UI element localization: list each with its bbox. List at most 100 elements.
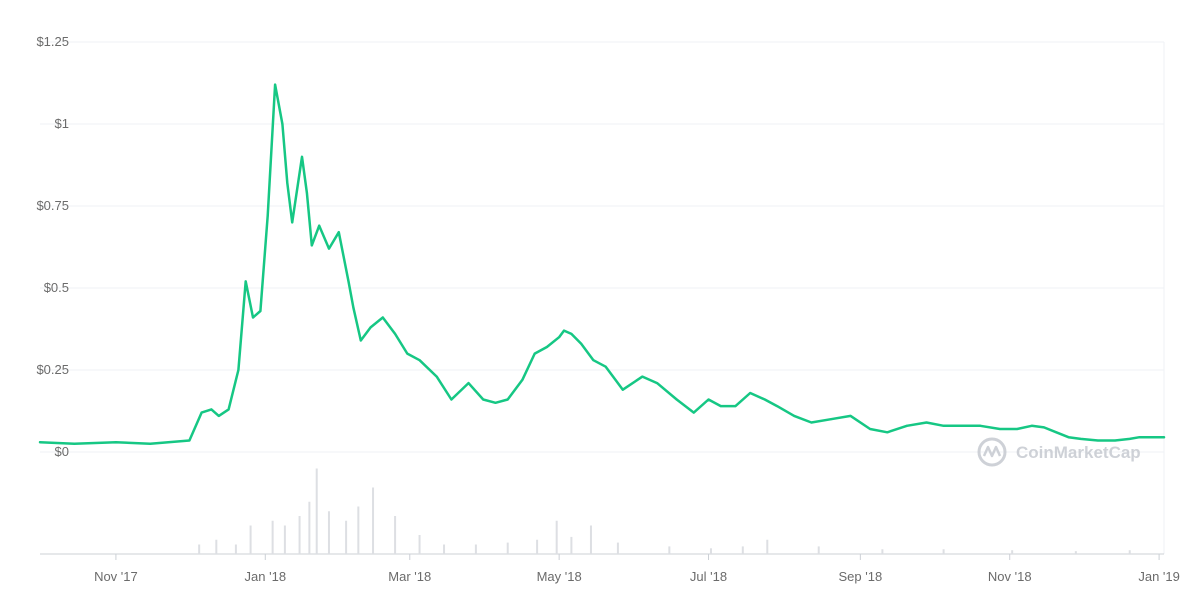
price-point [482, 398, 485, 401]
price-point [793, 414, 796, 417]
price-point [1055, 431, 1058, 434]
volume-bar [1074, 551, 1077, 554]
volume-bar [570, 536, 573, 554]
x-tick-label: Sep '18 [839, 569, 883, 584]
volume-bar [418, 535, 421, 554]
price-point [259, 309, 262, 312]
volume-bar [741, 546, 744, 554]
y-tick-label: $0.75 [36, 198, 69, 213]
volume-bar [881, 549, 884, 554]
price-point [604, 365, 607, 368]
price-point [237, 369, 240, 371]
price-point [337, 231, 340, 234]
price-point [114, 441, 117, 444]
volume-bar [766, 539, 769, 554]
price-point [381, 316, 384, 319]
volume-bar [198, 544, 201, 554]
axis-labels: $0 $0.25 $0.5 $0.75 $1 $1.25 Nov '17 Jan '18 Mar… [36, 34, 1179, 584]
volume-bar [315, 468, 318, 554]
x-tick-label: Nov '17 [94, 569, 138, 584]
volume-bar [1128, 550, 1131, 554]
volume-bar [327, 511, 330, 554]
volume-bar [308, 501, 311, 554]
price-point [675, 398, 678, 401]
price-line [38, 83, 1166, 446]
price-point [849, 414, 852, 417]
x-tick-label: Jul '18 [690, 569, 727, 584]
price-point [310, 244, 313, 247]
volume-bar [668, 546, 671, 554]
volume-bar [1011, 550, 1014, 554]
price-point [318, 224, 321, 227]
price-point [291, 221, 294, 224]
price-point [494, 401, 497, 404]
watermark-text: CoinMarketCap [1016, 443, 1141, 462]
price-point [1030, 424, 1033, 427]
x-tick-label: Nov '18 [988, 569, 1032, 584]
price-point [39, 441, 41, 444]
price-point [641, 375, 644, 378]
volume-bar [474, 544, 477, 554]
price-point [545, 346, 548, 349]
price-point [558, 336, 561, 339]
price-point [1016, 428, 1019, 431]
volume-bar [271, 520, 274, 554]
price-point [1067, 436, 1070, 439]
price-point [1138, 436, 1141, 439]
price-point [266, 214, 269, 217]
price-point [217, 414, 220, 417]
volume-bar [298, 516, 301, 554]
y-tick-label: $1 [55, 116, 69, 131]
price-point [227, 408, 230, 411]
volume-bar [506, 542, 509, 554]
price-point [905, 424, 908, 427]
volume-bar [616, 542, 619, 554]
price-point [1096, 439, 1099, 442]
volume-bar [555, 520, 558, 554]
price-point [719, 405, 722, 408]
price-point [707, 398, 710, 401]
volume-bar [249, 525, 252, 554]
price-point [563, 329, 566, 332]
price-point [188, 439, 191, 442]
price-point [1163, 436, 1165, 439]
volume-bar [215, 539, 218, 554]
price-point [998, 428, 1001, 431]
price-point [656, 382, 659, 385]
coinmarketcap-watermark: CoinMarketCap [977, 437, 1141, 467]
price-point [810, 421, 813, 424]
price-point [352, 306, 355, 309]
volume-bar [536, 539, 539, 554]
price-point [959, 424, 962, 427]
price-point [467, 382, 470, 385]
volume-bar [394, 516, 397, 554]
price-point [749, 391, 752, 394]
price-point [1114, 439, 1117, 442]
price-point [869, 428, 872, 431]
price-point [979, 424, 982, 427]
price-point [1043, 426, 1046, 429]
price-point [435, 375, 438, 378]
price-point [394, 332, 397, 335]
price-point [533, 352, 536, 355]
price-point [301, 155, 304, 158]
price-point [281, 123, 284, 125]
price-point [200, 411, 203, 414]
price-point [521, 378, 524, 381]
price-point [274, 83, 277, 86]
volume-bar [589, 525, 592, 554]
volume-bar [357, 506, 360, 554]
price-point [73, 442, 76, 445]
y-tick-label: $1.25 [36, 34, 69, 49]
price-point [149, 442, 152, 445]
volume-bar [942, 549, 945, 554]
price-point [925, 421, 928, 424]
price-line-group [38, 83, 1166, 446]
volume-bar [443, 544, 446, 554]
price-point [506, 398, 509, 401]
y-tick-label: $0.25 [36, 362, 69, 377]
price-point [418, 359, 421, 362]
x-tick-label: Jan '19 [1138, 569, 1180, 584]
price-point [621, 388, 624, 391]
